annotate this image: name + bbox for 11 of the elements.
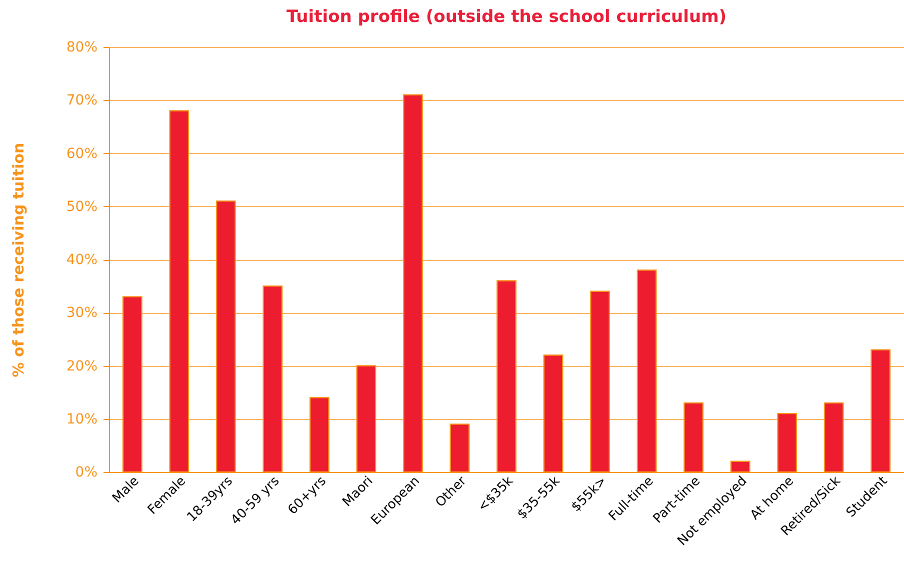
y-tick-label: 40% — [66, 252, 98, 268]
y-tick-label: 30% — [66, 305, 98, 322]
y-tick-label: 80% — [66, 40, 98, 56]
y-tick-label: 60% — [66, 146, 98, 162]
y-tick-label: 50% — [66, 198, 98, 215]
y-tick-label: 0% — [75, 464, 98, 480]
y-tick-label: 20% — [66, 358, 98, 374]
chart-title: Tuition profile (outside the school curriculum) — [286, 7, 727, 27]
y-axis-title: % of those receiving tuition — [9, 142, 28, 378]
y-tick-label: 10% — [66, 411, 98, 428]
y-tick-label: 70% — [66, 92, 98, 109]
